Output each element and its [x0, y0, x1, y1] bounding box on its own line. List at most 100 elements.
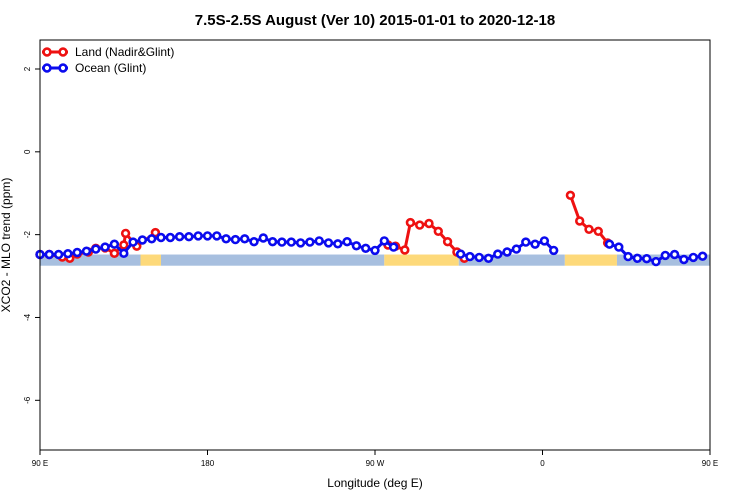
y-axis-label: XCO2 - MLO trend (ppm): [0, 178, 13, 313]
series-1-point-28: [295, 238, 306, 248]
series-0-point-20: [442, 237, 453, 247]
series-1-point-31: [323, 238, 334, 248]
y-tick-label-1: 0: [23, 149, 32, 154]
series-1-point-49: [548, 245, 559, 256]
y-tick-label-0: 2: [23, 66, 32, 71]
series-1-point-41: [474, 252, 484, 263]
series-layer: [35, 190, 708, 267]
series-1-point-44: [502, 247, 512, 257]
series-1-point-43: [493, 249, 503, 259]
series-1-point-15: [174, 232, 185, 242]
surface-band: [40, 254, 710, 266]
x-axis: 90 E 180 90 W 0 90 E: [32, 450, 718, 468]
x-axis-label: Longitude (deg E): [327, 476, 422, 490]
y-tick-label-4: -6: [23, 396, 32, 404]
series-1-point-1: [44, 249, 54, 260]
y-tick-label-3: -4: [23, 313, 32, 321]
series-0-point-16: [405, 217, 416, 228]
legend: Land (Nadir&Glint) Ocean (Glint): [42, 45, 174, 75]
series-1-point-2: [53, 249, 64, 260]
series-1-point-58: [679, 254, 689, 265]
chart-title: 7.5S-2.5S August (Ver 10) 2015-01-01 to …: [195, 12, 555, 29]
series-1-point-51: [614, 242, 624, 252]
series-1-point-11: [137, 235, 148, 245]
series-1-point-9: [119, 248, 129, 259]
series-1-point-60: [697, 251, 708, 261]
series-1-point-48: [539, 236, 550, 246]
series-1-point-40: [465, 251, 475, 262]
series-0-point-19: [433, 226, 443, 237]
series-1-point-54: [641, 254, 652, 264]
series-1-point-14: [165, 232, 176, 243]
series-1-point-5: [81, 246, 92, 256]
series-1-point-22: [240, 234, 250, 244]
x-tick-label-2: 90 W: [366, 459, 385, 468]
series-1-point-35: [361, 243, 371, 254]
x-tick-label-4: 90 E: [702, 459, 718, 468]
series-0-line-1: [387, 221, 466, 260]
band-segment-ocean-2: [160, 254, 385, 266]
band-segment-ocean-4: [458, 254, 565, 266]
series-1-point-33: [342, 237, 352, 247]
series-1-point-16: [184, 232, 194, 242]
series-1-point-13: [156, 232, 166, 243]
legend-land-marker-right: [58, 47, 68, 57]
series-1-point-23: [249, 237, 259, 247]
series-1-point-37: [379, 236, 389, 246]
band-segment-land-3: [384, 254, 459, 266]
series-1-point-34: [351, 241, 362, 251]
x-tick-label-1: 180: [201, 459, 215, 468]
series-0-point-23: [565, 190, 576, 201]
series-1-point-45: [511, 244, 522, 254]
series-1-point-18: [202, 231, 213, 241]
series-0-point-17: [415, 220, 425, 230]
band-segment-land-5: [564, 254, 617, 266]
y-axis: 2 0 -2 -4 -6: [23, 66, 40, 404]
series-1-point-56: [660, 250, 670, 261]
y-tick-label-2: -2: [23, 231, 32, 239]
series-1-point-57: [669, 249, 680, 260]
series-1-point-6: [91, 244, 101, 254]
series-1-point-21: [230, 234, 241, 245]
legend-ocean-marker-left: [42, 63, 52, 73]
series-1-point-17: [193, 231, 203, 241]
series-1-point-42: [483, 253, 494, 263]
series-1-point-32: [333, 239, 343, 249]
series-1-point-29: [305, 237, 315, 247]
series-1-point-52: [623, 251, 633, 262]
legend-land-marker-left: [42, 47, 52, 57]
series-1-point-50: [604, 239, 615, 249]
series-1-point-24: [258, 233, 268, 243]
series-1-point-12: [147, 234, 157, 244]
series-1-point-19: [212, 231, 222, 241]
series-1-point-4: [72, 247, 82, 258]
legend-ocean-marker-right: [58, 63, 68, 73]
series-1-point-36: [370, 245, 380, 256]
series-0-point-8: [109, 248, 120, 259]
series-1-point-3: [63, 249, 73, 259]
series-1-point-30: [314, 236, 324, 246]
legend-ocean-label: Ocean (Glint): [75, 61, 146, 75]
series-0-point-9: [119, 240, 129, 250]
series-1-point-20: [221, 234, 231, 244]
series-0-point-25: [584, 224, 594, 235]
series-1-point-47: [530, 239, 540, 249]
x-tick-label-3: 0: [540, 459, 545, 468]
series-1-point-27: [286, 237, 296, 247]
series-1-point-46: [521, 237, 531, 247]
series-1-point-10: [128, 237, 138, 247]
series-0-point-26: [593, 226, 603, 237]
series-1-point-59: [688, 252, 698, 263]
legend-land-label: Land (Nadir&Glint): [75, 45, 174, 59]
band-segment-ocean-6: [616, 254, 710, 266]
series-0-point-15: [400, 245, 410, 255]
series-1: [35, 231, 708, 267]
x-tick-label-0: 90 E: [32, 459, 48, 468]
series-0-point-24: [574, 216, 585, 226]
band-segment-land-1: [140, 254, 161, 266]
series-1-point-8: [109, 239, 120, 249]
series-1-point-53: [632, 253, 643, 263]
series-0-point-10: [120, 228, 131, 239]
series-1-point-7: [100, 242, 110, 252]
